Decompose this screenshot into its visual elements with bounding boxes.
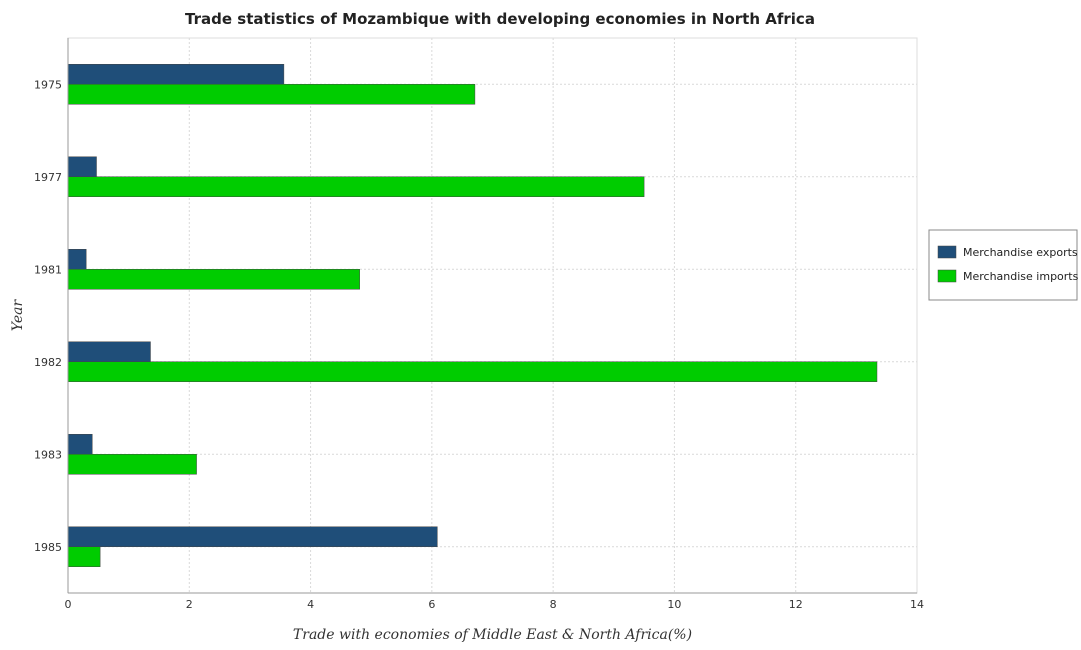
- bar-imports: [67, 546, 101, 567]
- x-tick-label: 2: [186, 598, 193, 611]
- x-tick-label: 10: [667, 598, 681, 611]
- x-tick-label: 8: [550, 598, 557, 611]
- y-tick-label: 1983: [34, 448, 62, 461]
- bar-imports: [67, 176, 645, 197]
- y-tick-label: 1981: [34, 263, 62, 276]
- legend-box: [928, 229, 1078, 301]
- axes: 0 2 4 6 8 10 12 14 1975 1977 1981 1982 1983 1985: [34, 38, 924, 611]
- bar-imports: [67, 361, 878, 382]
- y-tick-label: 1985: [34, 541, 62, 554]
- legend-swatch: [937, 269, 957, 283]
- bar-imports: [67, 454, 197, 475]
- bar-exports: [67, 249, 87, 270]
- legend-label: Merchandise imports: [963, 270, 1079, 283]
- x-tick-label: 6: [428, 598, 435, 611]
- bar-imports: [67, 269, 360, 290]
- y-axis-label: Year: [10, 299, 26, 332]
- bar-exports: [67, 156, 97, 177]
- x-tick-label: 14: [910, 598, 924, 611]
- y-tick-label: 1977: [34, 171, 62, 184]
- chart-title: Trade statistics of Mozambique with deve…: [185, 10, 815, 28]
- legend: Merchandise exports Merchandise imports: [928, 229, 1079, 301]
- bar-exports: [67, 526, 438, 547]
- bar-exports: [67, 434, 93, 455]
- bar-imports: [67, 84, 476, 105]
- legend-label: Merchandise exports: [963, 246, 1078, 259]
- x-tick-label: 12: [789, 598, 803, 611]
- bar-exports: [67, 341, 151, 362]
- bar-exports: [67, 64, 285, 85]
- legend-swatch: [937, 245, 957, 259]
- x-axis-label: Trade with economies of Middle East & No…: [293, 627, 692, 643]
- x-tick-label: 0: [65, 598, 72, 611]
- y-tick-label: 1975: [34, 78, 62, 91]
- bars: [67, 64, 878, 567]
- y-tick-label: 1982: [34, 356, 62, 369]
- x-tick-label: 4: [307, 598, 314, 611]
